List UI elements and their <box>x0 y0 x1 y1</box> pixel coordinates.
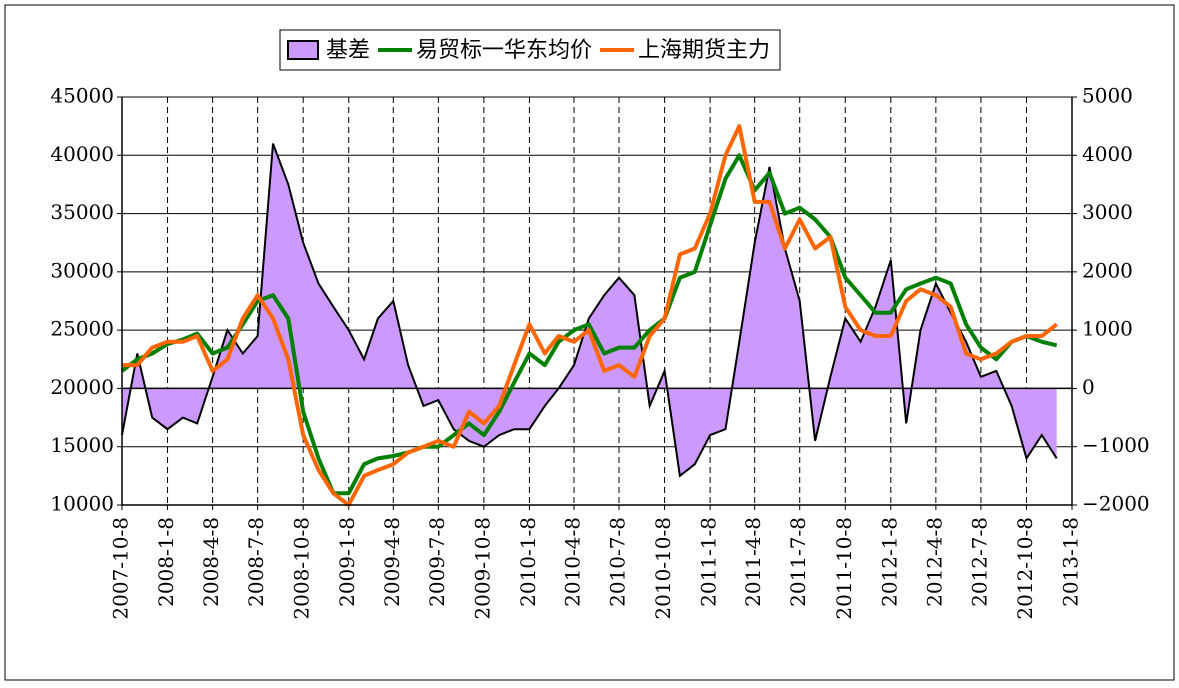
y2-tick-label: −1000 <box>1082 433 1150 457</box>
x-tick-label: 2009-10-8 <box>470 517 494 620</box>
legend-swatch <box>287 40 319 60</box>
x-tick-label: 2008-7-8 <box>244 517 268 607</box>
x-tick-label: 2007-10-8 <box>109 517 133 620</box>
x-tick-label: 2010-4-8 <box>560 517 584 607</box>
y-tick-label: 25000 <box>50 317 114 341</box>
y2-tick-label: 5000 <box>1082 84 1133 108</box>
x-tick-label: 2011-4-8 <box>741 517 765 607</box>
x-tick-label: 2013-1-8 <box>1059 517 1083 607</box>
y-tick-label: 45000 <box>50 84 114 108</box>
legend-label: 易贸标一华东均价 <box>416 38 592 63</box>
x-tick-label: 2012-7-8 <box>967 517 991 607</box>
y2-tick-label: 4000 <box>1082 142 1133 166</box>
legend-box <box>279 29 781 71</box>
x-tick-label: 2011-1-8 <box>697 517 721 607</box>
legend-label: 基差 <box>326 38 370 63</box>
y-tick-label: 20000 <box>50 375 114 399</box>
x-tick-label: 2010-10-8 <box>651 517 675 620</box>
basis-area <box>122 143 1057 476</box>
x-tick-label: 2009-7-8 <box>425 517 449 607</box>
price-line <box>120 153 1058 496</box>
y2-tick-label: −2000 <box>1082 492 1150 516</box>
x-tick-label: 2012-4-8 <box>922 517 946 607</box>
y-tick-label: 30000 <box>50 258 114 282</box>
y-tick-label: 35000 <box>50 200 114 224</box>
x-tick-label: 2010-1-8 <box>516 517 540 607</box>
y-tick-label: 40000 <box>50 142 114 166</box>
x-tick-label: 2008-10-8 <box>290 517 314 620</box>
y2-tick-label: 3000 <box>1082 200 1133 224</box>
frame <box>4 4 1175 681</box>
basis-outline <box>121 143 1058 478</box>
y-tick-label: 10000 <box>50 492 114 516</box>
x-tick-label: 2009-1-8 <box>335 517 359 607</box>
price-line <box>122 124 1058 507</box>
x-tick-label: 2008-1-8 <box>154 517 178 607</box>
y-tick-label: 15000 <box>50 433 114 457</box>
x-tick-label: 2011-10-8 <box>832 517 856 620</box>
x-tick-label: 2010-7-8 <box>606 517 630 607</box>
y2-tick-label: 2000 <box>1082 258 1133 282</box>
x-tick-label: 2009-4-8 <box>380 517 404 607</box>
x-tick-label: 2011-7-8 <box>786 517 810 607</box>
x-tick-label: 2008-4-8 <box>199 517 223 607</box>
x-tick-label: 2012-1-8 <box>877 517 901 607</box>
x-tick-label: 2012-10-8 <box>1013 517 1037 620</box>
legend-label: 上海期货主力 <box>638 38 770 63</box>
y2-tick-label: 0 <box>1082 375 1095 399</box>
y2-tick-label: 1000 <box>1082 317 1133 341</box>
